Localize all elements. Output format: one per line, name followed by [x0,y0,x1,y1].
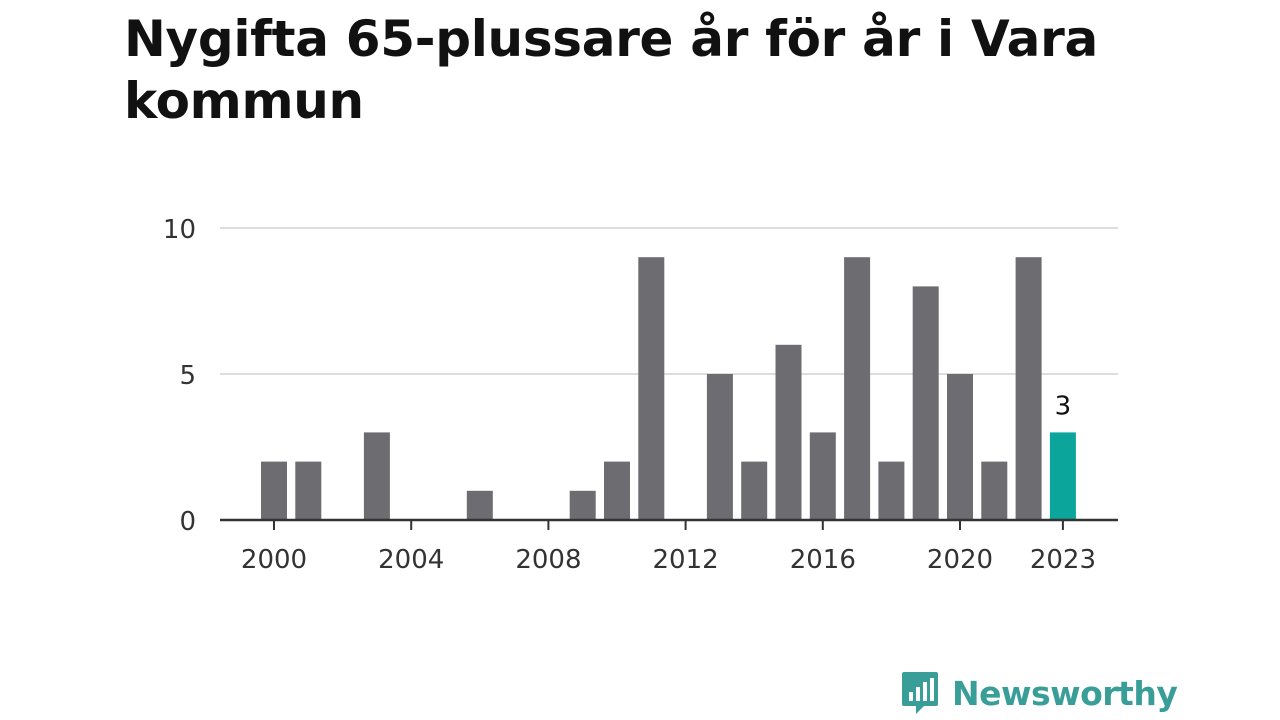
bar-2006 [466,490,493,520]
bar-2023 [1049,432,1076,520]
y-tick-label: 10 [163,215,196,245]
x-tick-label: 2008 [515,545,581,575]
bar-2000 [261,461,287,520]
newsworthy-chart-bubble-icon [902,672,938,714]
bar-2020 [947,374,973,520]
bar-2013 [706,374,733,520]
bar-2003 [363,432,390,520]
logo-text: Newsworthy [952,673,1178,713]
bar-2001 [295,461,322,520]
axes [220,518,1118,530]
x-tick-label: 2004 [378,545,444,575]
bar-2009 [569,490,596,520]
bar-2011 [638,257,665,520]
y-tick-label: 5 [179,361,196,391]
bar-2021 [981,461,1008,520]
bar-2015 [775,344,802,520]
bar-2014 [741,461,768,520]
x-tick-label: 2020 [927,545,993,575]
bar-2022 [1015,257,1042,520]
gridlines [220,227,1118,375]
chart-title: Nygifta 65-plussare år för år i Vara kom… [124,10,1098,130]
x-tick-label: 2016 [790,545,856,575]
bars [261,257,1076,520]
bar-2018 [878,461,905,520]
y-tick-label: 0 [179,507,196,537]
bar-2010 [604,461,630,520]
bar-2016 [809,432,836,520]
bar-2017 [844,257,871,520]
newsworthy-logo: Newsworthy [900,670,1178,716]
bar-2019 [912,286,939,520]
data-label-2023: 3 [1055,391,1072,421]
x-tick-label: 2012 [653,545,719,575]
x-tick-label: 2023 [1030,545,1096,575]
x-tick-label: 2000 [241,545,307,575]
labels: 0 5 10 3 2000 2004 2008 2012 2016 2020 2023 [163,215,1096,575]
